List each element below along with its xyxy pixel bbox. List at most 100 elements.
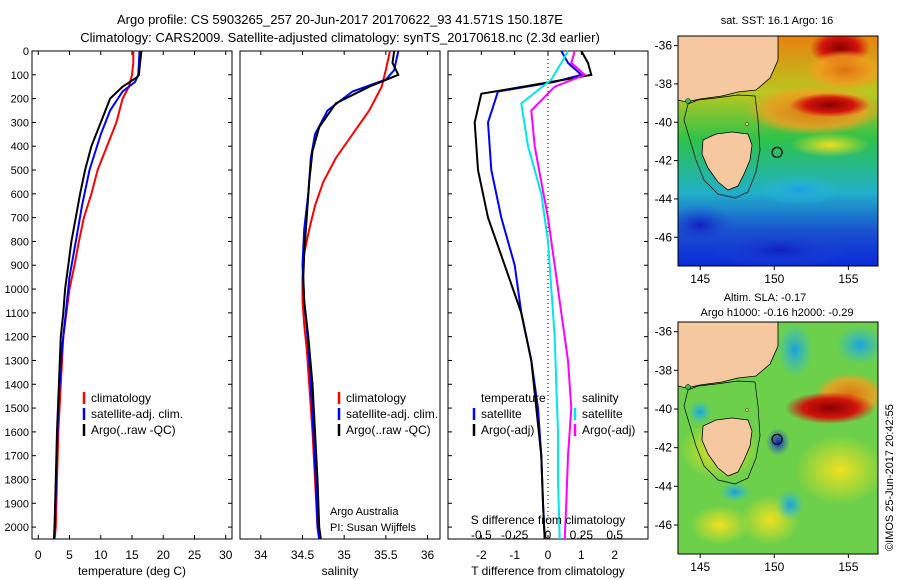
sal-x-tick-label: 34 — [254, 548, 268, 562]
sst-argo-position-marker — [771, 146, 783, 158]
depth-tick-label: 900 — [11, 260, 29, 272]
sst-lon-tick-label: 155 — [838, 272, 858, 286]
depth-tick-label: 300 — [11, 117, 29, 129]
diff-legend-t-title: temperature — [481, 391, 546, 405]
diff-t-tick-label: -2 — [476, 548, 487, 562]
sla-lat-tick-label: -44 — [655, 479, 673, 493]
sla-lat-tick-label: -36 — [655, 325, 673, 339]
temp-x-tick-label: 10 — [94, 548, 108, 562]
depth-tick-label: 1000 — [5, 284, 29, 296]
sst-field — [678, 36, 878, 266]
diff-s-tick-label: 0.5 — [606, 528, 623, 542]
temp-legend-label: climatology — [91, 391, 151, 405]
sla-lat-tick-label: -42 — [655, 441, 673, 455]
depth-tick-label: 700 — [11, 213, 29, 225]
sla-lon-tick-label: 150 — [764, 560, 784, 574]
diff-t-tick-label: 0 — [545, 548, 552, 562]
sal-legend-label: Argo(..raw -QC) — [346, 423, 431, 437]
depth-tick-label: 1800 — [5, 474, 29, 486]
sal-x-tick-label: 34.5 — [291, 548, 315, 562]
depth-tick-label: 400 — [11, 141, 29, 153]
sst-lat-tick-label: -46 — [655, 230, 673, 244]
figure-title-line2: Climatology: CARS2009. Satellite-adjuste… — [80, 30, 600, 45]
temp-x-tick-label: 30 — [219, 548, 233, 562]
diff-s-tick-label: 0.25 — [570, 528, 594, 542]
temp-x-tick-label: 25 — [188, 548, 202, 562]
sla-field — [678, 322, 878, 554]
depth-tick-label: 1300 — [5, 355, 29, 367]
sla-lon-tick-label: 155 — [838, 560, 858, 574]
temperature-x-axis-label: temperature (deg C) — [78, 564, 186, 578]
diff-series-3-line — [530, 50, 587, 540]
temp-x-tick-label: 5 — [66, 548, 73, 562]
s-difference-axis-label: S difference from climatology — [471, 513, 626, 527]
sla-argo-position-marker — [771, 433, 783, 445]
depth-tick-label: 1500 — [5, 403, 29, 415]
temp-legend-label: Argo(..raw -QC) — [91, 423, 176, 437]
temp-x-tick-label: 0 — [35, 548, 42, 562]
pi-note: PI: Susan Wijffels — [330, 522, 416, 534]
diff-legend-label: satellite — [582, 407, 623, 421]
diff-legend-label: Argo(-adj) — [481, 423, 534, 437]
depth-tick-label: 600 — [11, 189, 29, 201]
sal-x-tick-label: 35.5 — [374, 548, 398, 562]
imos-timestamp: ©IMOS 25-Jun-2017 20:42:55 — [884, 404, 896, 551]
depth-tick-label: 1100 — [5, 308, 29, 320]
argo-australia-note: Argo Australia — [330, 506, 399, 518]
sst-lat-tick-label: -42 — [655, 154, 673, 168]
temp-legend-label: satellite-adj. clim. — [91, 407, 183, 421]
sal-legend-label: climatology — [346, 391, 406, 405]
sal-x-tick-label: 36 — [421, 548, 435, 562]
diff-legend-label: satellite — [481, 407, 522, 421]
diff-s-tick-label: -0.25 — [501, 528, 529, 542]
diff-t-tick-label: 1 — [578, 548, 585, 562]
diff-t-tick-label: -1 — [509, 548, 520, 562]
diff-t-tick-label: 2 — [611, 548, 618, 562]
depth-tick-label: 500 — [11, 165, 29, 177]
sst-lon-tick-label: 150 — [764, 272, 784, 286]
depth-tick-label: 200 — [11, 94, 29, 106]
sst-map-panel: sat. SST: 16.1 Argo: 16 145 150 155 -36 -38… — [655, 15, 879, 286]
depth-tick-label: 1700 — [5, 451, 29, 463]
sla-map-title-line1: Altim. SLA: -0.17 — [724, 292, 807, 304]
diff-legend-label: Argo(-adj) — [582, 423, 635, 437]
sst-map-title: sat. SST: 16.1 Argo: 16 — [721, 15, 834, 27]
temp-x-tick-label: 20 — [157, 548, 171, 562]
sla-lat-tick-label: -38 — [655, 363, 673, 377]
sla-map-title-line2: Argo h1000: -0.16 h2000: -0.29 — [701, 307, 854, 319]
diff-series-2-line — [520, 50, 569, 540]
temp-series-2-line — [52, 50, 143, 540]
depth-tick-label: 2000 — [5, 522, 29, 534]
diff-s-tick-label: -0.5 — [471, 528, 492, 542]
sla-lon-tick-label: 145 — [690, 560, 710, 574]
sal-legend-label: satellite-adj. clim. — [346, 407, 438, 421]
depth-tick-label: 800 — [11, 236, 29, 248]
depth-tick-label: 1200 — [5, 332, 29, 344]
salinity-x-axis-label: salinity — [322, 564, 359, 578]
diff-s-tick-label: 0 — [545, 528, 552, 542]
diff-legend-s-title: salinity — [582, 391, 619, 405]
sla-map-panel: Altim. SLA: -0.17 Argo h1000: -0.16 h200… — [655, 292, 879, 574]
sla-lat-tick-label: -40 — [655, 402, 673, 416]
depth-tick-label: 0 — [23, 46, 29, 58]
difference-profile-panel: -2 -1 0 1 2 temperature salinity satellite Argo… — [447, 50, 649, 578]
sst-lat-tick-label: -40 — [655, 115, 673, 129]
figure-title-line1: Argo profile: CS 5903265_257 20-Jun-2017… — [117, 12, 563, 27]
sal-series-2-line — [302, 50, 400, 540]
temp-x-tick-label: 15 — [125, 548, 139, 562]
sla-lat-tick-label: -46 — [655, 518, 673, 532]
temperature-profile-panel: 0100200300400500600700800900100011001200… — [5, 46, 233, 578]
depth-tick-label: 1400 — [5, 379, 29, 391]
sst-lat-tick-label: -36 — [655, 39, 673, 53]
sst-lat-tick-label: -38 — [655, 77, 673, 91]
sal-x-tick-label: 35 — [337, 548, 351, 562]
sst-lon-tick-label: 145 — [690, 272, 710, 286]
sst-lat-tick-label: -44 — [655, 192, 673, 206]
depth-tick-label: 1900 — [5, 498, 29, 510]
sal-series-1-line — [301, 50, 400, 540]
depth-tick-label: 1600 — [5, 427, 29, 439]
depth-tick-label: 100 — [11, 70, 29, 82]
t-difference-axis-label: T difference from climatology — [471, 564, 625, 578]
salinity-profile-panel: 34 34.5 35 35.5 36 climatology satellite-adj.… — [239, 50, 441, 578]
